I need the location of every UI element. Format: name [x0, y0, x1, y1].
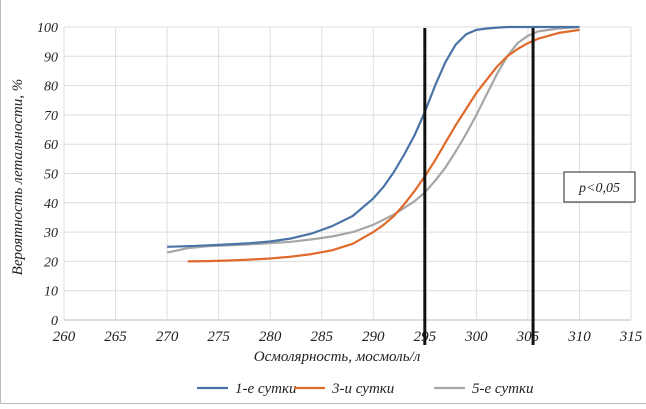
x-tick-label: 315 [619, 329, 643, 345]
annotation-text: p<0,05 [578, 181, 620, 196]
legend: 1-е сутки 3-и сутки 5-е сутки [197, 381, 533, 397]
series-line [187, 28, 580, 263]
x-tick-label: 280 [259, 329, 282, 345]
y-tick-label: 0 [51, 314, 58, 329]
y-tick-label: 80 [44, 80, 58, 95]
legend-label: 5-е сутки [472, 381, 533, 397]
grid [63, 26, 632, 321]
x-tick-label: 290 [362, 329, 385, 345]
annotation-border [563, 171, 636, 203]
y-tick-label: 100 [37, 21, 58, 36]
y-ticks: 0 10 20 30 40 50 60 70 80 90 100 [37, 21, 58, 329]
y-axis-label: Вероятность летальности, % [10, 79, 26, 276]
y-tick-label: 20 [44, 255, 58, 270]
x-tick-label: 275 [207, 329, 230, 345]
y-tick-label: 40 [44, 197, 58, 212]
y-tick-label: 50 [44, 168, 58, 183]
x-tick-label: 285 [310, 329, 333, 345]
x-tick-label: 265 [104, 329, 127, 345]
x-axis-label: Осмолярность, мосмоль/л [254, 349, 421, 365]
legend-label: 1-е сутки [235, 381, 296, 397]
y-tick-label: 30 [43, 226, 58, 241]
x-tick-label: 270 [156, 329, 179, 345]
x-tick-label: 310 [567, 329, 591, 345]
x-tick-label: 260 [53, 329, 76, 345]
vertical-lines [423, 28, 535, 345]
x-tick-label: 300 [464, 329, 488, 345]
legend-label: 3-и сутки [331, 381, 394, 397]
annotation-box: p<0,05 [563, 171, 636, 203]
x-ticks: 260265270275280285290295300305310315 [53, 329, 643, 345]
y-tick-label: 60 [44, 138, 58, 153]
y-tick-label: 10 [44, 285, 58, 300]
x-tick-label: 305 [516, 329, 540, 345]
y-tick-label: 70 [44, 109, 58, 124]
series-line [167, 25, 580, 248]
y-tick-label: 90 [44, 50, 58, 65]
